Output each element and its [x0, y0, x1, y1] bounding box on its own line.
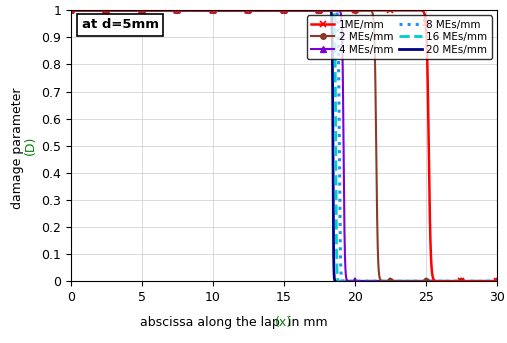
2 MEs/mm: [494, 279, 500, 283]
Text: (x): (x): [275, 317, 293, 330]
20 MEs/mm: [386, 279, 392, 283]
2 MEs/mm: [345, 8, 351, 12]
8 MEs/mm: [146, 8, 152, 12]
4 MEs/mm: [494, 279, 500, 283]
16 MEs/mm: [386, 279, 392, 283]
Text: at d=5mm: at d=5mm: [82, 19, 159, 32]
2 MEs/mm: [231, 8, 237, 12]
1ME/mm: [494, 279, 500, 283]
20 MEs/mm: [345, 279, 351, 283]
4 MEs/mm: [323, 8, 330, 12]
1ME/mm: [386, 8, 392, 12]
Line: 4 MEs/mm: 4 MEs/mm: [71, 10, 497, 281]
16 MEs/mm: [231, 8, 237, 12]
20 MEs/mm: [418, 279, 424, 283]
1ME/mm: [345, 8, 351, 12]
8 MEs/mm: [494, 279, 500, 283]
1ME/mm: [146, 8, 152, 12]
8 MEs/mm: [386, 279, 392, 283]
4 MEs/mm: [68, 8, 74, 12]
1ME/mm: [68, 8, 74, 12]
20 MEs/mm: [494, 279, 500, 283]
16 MEs/mm: [323, 8, 330, 12]
20 MEs/mm: [323, 8, 330, 12]
2 MEs/mm: [68, 8, 74, 12]
16 MEs/mm: [68, 8, 74, 12]
16 MEs/mm: [146, 8, 152, 12]
Text: damage parameter: damage parameter: [11, 83, 24, 209]
2 MEs/mm: [146, 8, 152, 12]
20 MEs/mm: [68, 8, 74, 12]
4 MEs/mm: [146, 8, 152, 12]
8 MEs/mm: [345, 279, 351, 283]
Line: 2 MEs/mm: 2 MEs/mm: [71, 10, 497, 281]
20 MEs/mm: [231, 8, 237, 12]
Line: 8 MEs/mm: 8 MEs/mm: [71, 10, 497, 281]
16 MEs/mm: [345, 279, 351, 283]
Text: in mm: in mm: [284, 317, 328, 330]
8 MEs/mm: [68, 8, 74, 12]
16 MEs/mm: [418, 279, 424, 283]
20 MEs/mm: [146, 8, 152, 12]
Text: (D): (D): [24, 136, 37, 155]
1ME/mm: [323, 8, 330, 12]
8 MEs/mm: [418, 279, 424, 283]
16 MEs/mm: [494, 279, 500, 283]
8 MEs/mm: [323, 8, 330, 12]
4 MEs/mm: [231, 8, 237, 12]
1ME/mm: [231, 8, 237, 12]
8 MEs/mm: [231, 8, 237, 12]
2 MEs/mm: [323, 8, 330, 12]
4 MEs/mm: [386, 279, 392, 283]
4 MEs/mm: [345, 279, 351, 283]
4 MEs/mm: [418, 279, 424, 283]
Text: abscissa along the lap: abscissa along the lap: [140, 317, 284, 330]
1ME/mm: [418, 8, 424, 12]
Line: 20 MEs/mm: 20 MEs/mm: [71, 10, 497, 281]
2 MEs/mm: [418, 279, 424, 283]
Line: 16 MEs/mm: 16 MEs/mm: [71, 10, 497, 281]
Line: 1ME/mm: 1ME/mm: [71, 10, 497, 281]
2 MEs/mm: [386, 279, 392, 283]
Legend: 1ME/mm, 2 MEs/mm, 4 MEs/mm, 8 MEs/mm, 16 MEs/mm, 20 MEs/mm: 1ME/mm, 2 MEs/mm, 4 MEs/mm, 8 MEs/mm, 16…: [307, 15, 492, 59]
